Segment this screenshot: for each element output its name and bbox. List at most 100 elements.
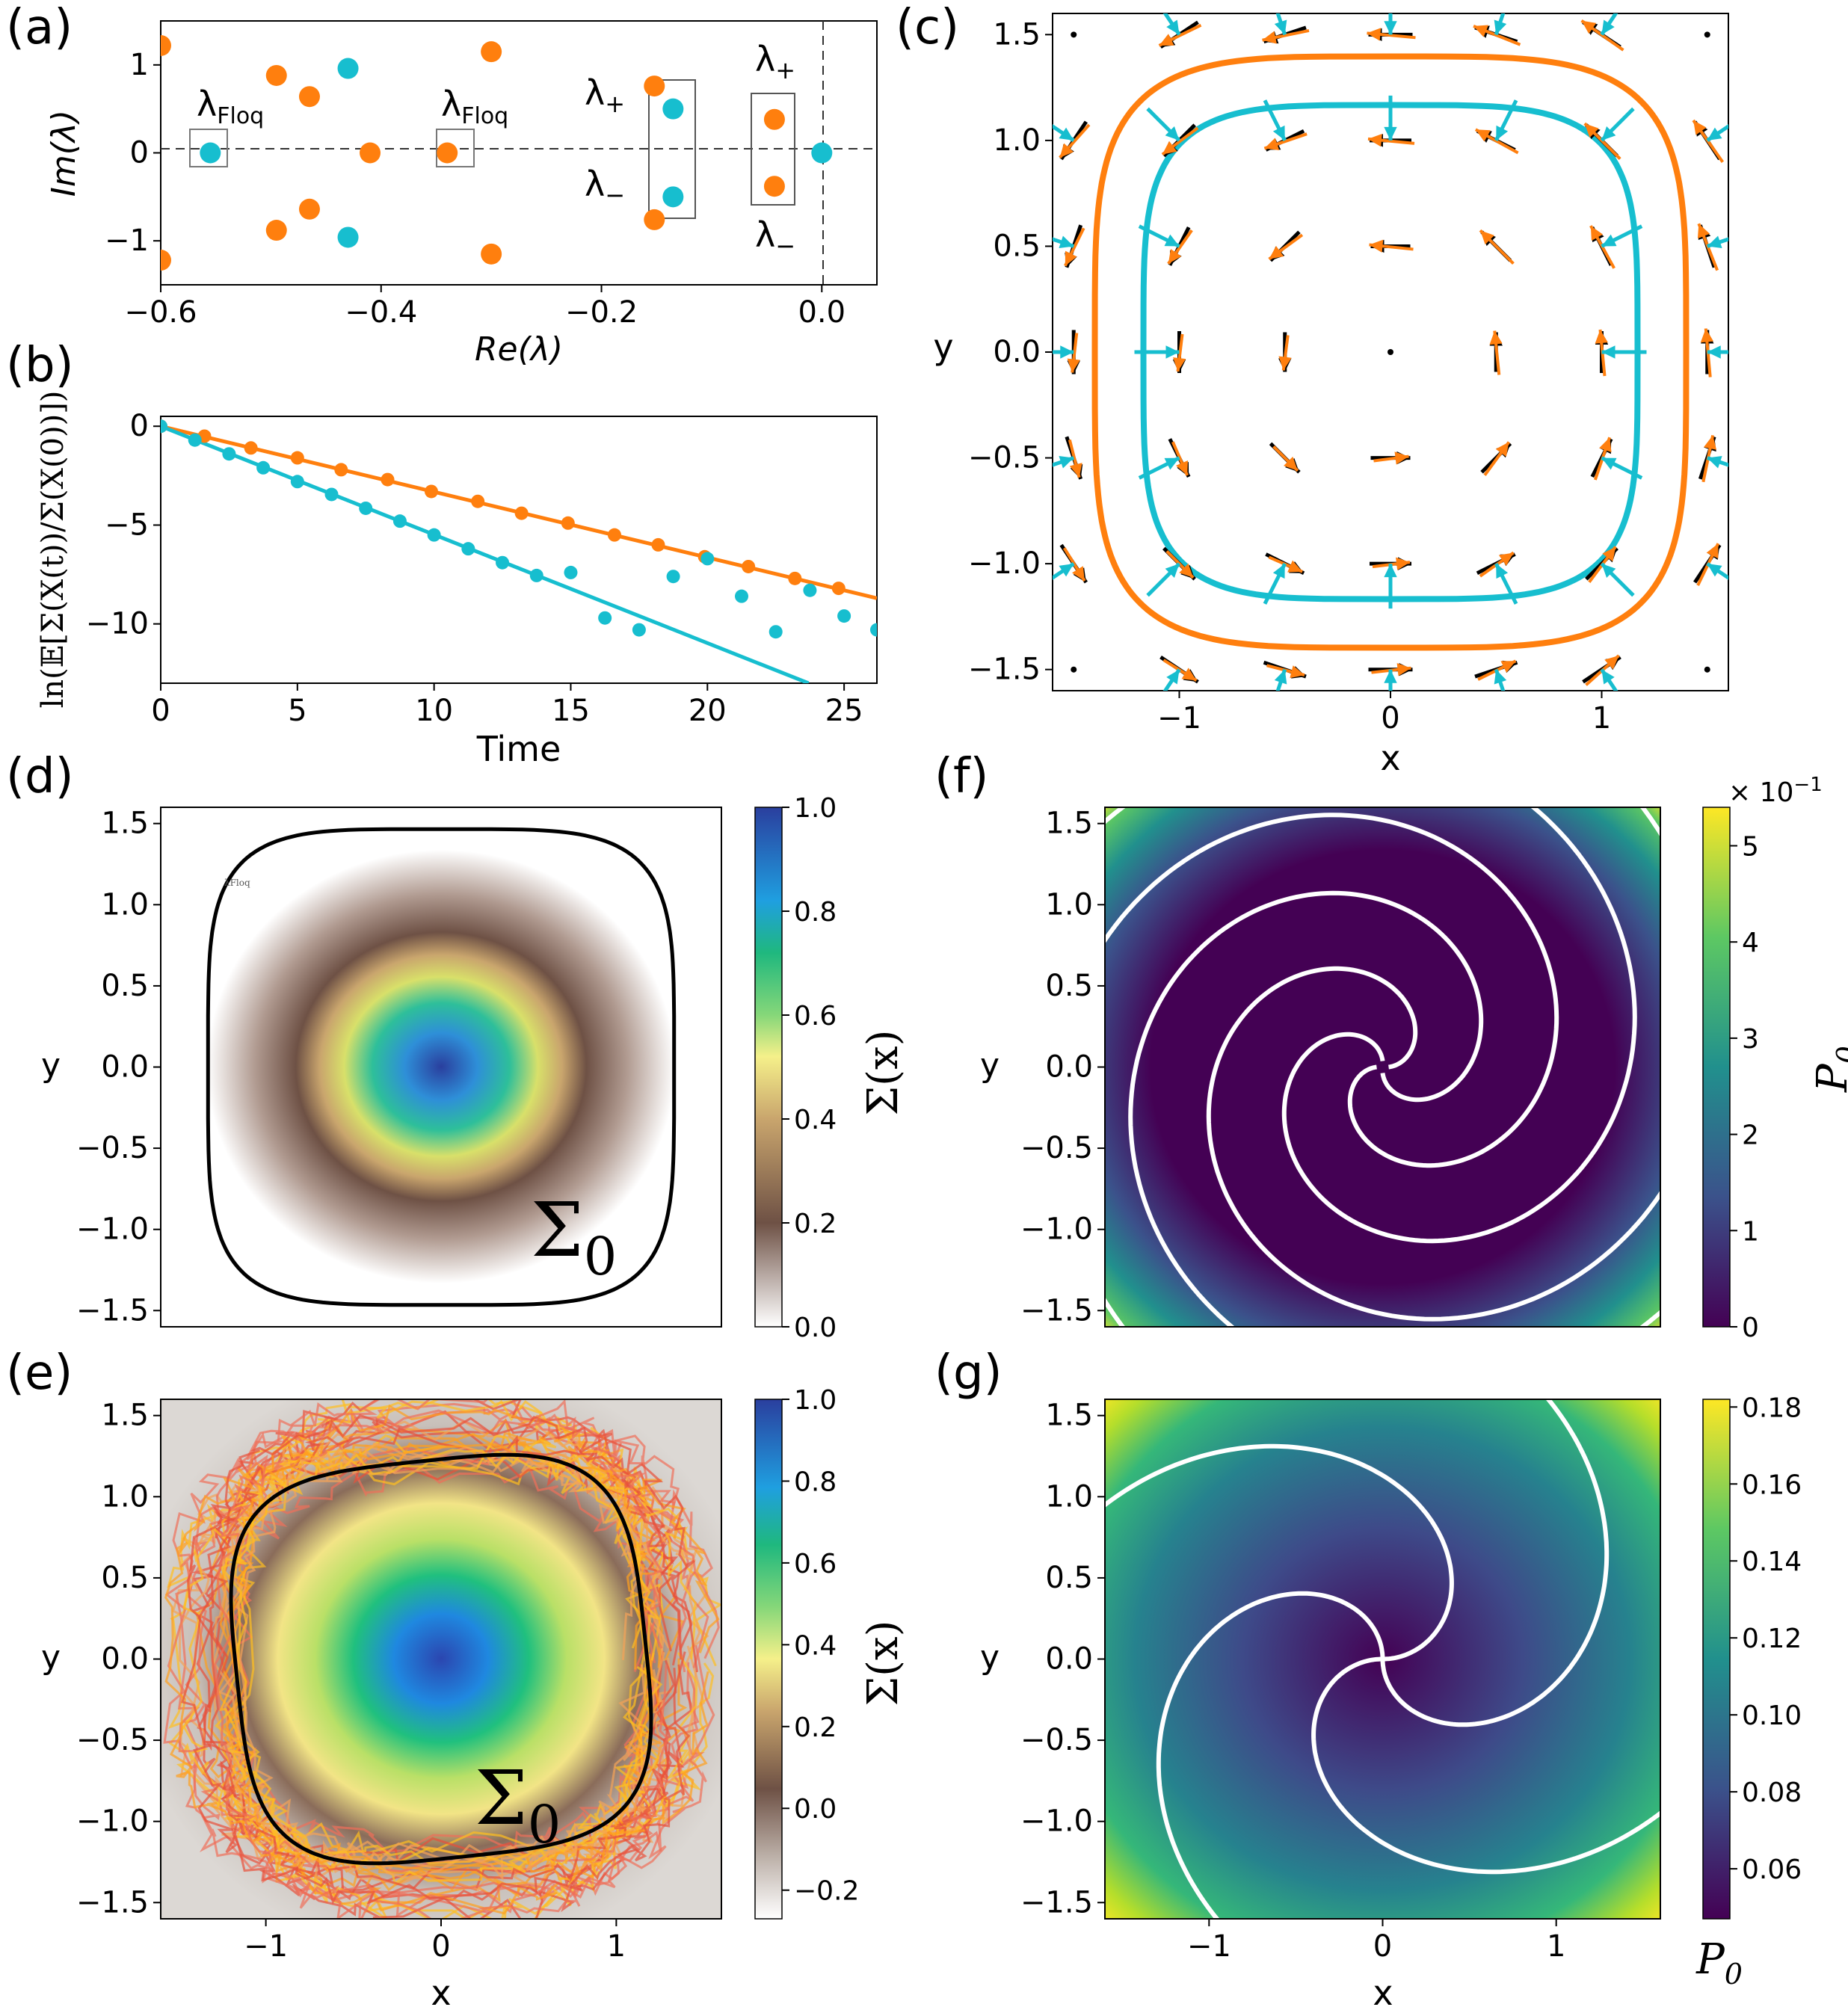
decay-marker-orange [471,494,485,508]
eigen-point-orange [644,209,665,230]
decay-marker-cyan [256,460,271,475]
decay-marker-cyan [837,609,851,623]
eigen-point-orange [298,198,320,220]
quiver-arrow-orange-head [1162,141,1177,155]
g-cbar-tick-label: 0.18 [1742,1393,1802,1423]
f-ytick-label: −0.5 [1020,1131,1093,1165]
quiver-arrow-orange-head [1262,31,1277,44]
eigen-point-cyan [662,98,684,120]
xlabel-a: Re(λ) [475,330,563,369]
decay-marker-orange [290,451,304,465]
panel-g: −1 0 1 −1.5 −1.0 −0.5 0.0 0.5 1.0 1.5 0.06 0.08 0.1… [980,1393,1802,2010]
ylabel-c: y [933,327,953,367]
colorbar-f [1702,807,1731,1328]
panel-label-f: (f) [934,749,988,804]
ylabel-a: Im(λ) [45,110,83,197]
ylabel-b: ln(𝔼[Σ(X(t))/Σ(X(0))]) [36,391,70,709]
d-ytick-label: 1.5 [101,807,149,841]
decay-marker-orange [788,571,802,585]
decay-marker-orange [561,516,575,530]
lambda-box-2 [751,93,795,206]
eigen-point-cyan [200,142,221,164]
c-ytick-label: −1.0 [968,546,1041,581]
quiver-arrow-cyan-head [1707,456,1722,469]
eigen-point-orange [360,142,381,164]
g-xtick-label: 0 [1373,1929,1392,1964]
quiver-arrow-cyan-head [1601,457,1617,470]
decay-marker-cyan [290,475,304,489]
e-ytick-label: −1.0 [76,1804,149,1839]
quiver-arrow-orange-head [1706,543,1719,559]
quiver-arrow-orange-head [1590,226,1604,241]
e-trajectory [182,1443,698,1870]
e-ytick-label: 0.0 [101,1642,149,1677]
quiver-arrow-orange-head [1065,250,1077,266]
decay-marker-orange [742,559,756,573]
g-ytick-label: 0.0 [1045,1642,1093,1677]
decay-marker-orange [831,582,846,596]
quiver-arrow-cyan-head [1059,456,1074,469]
quiver-arrow-cyan-head [1166,669,1180,685]
quiver-arrow-orange-head [1181,668,1197,681]
quiver-arrow-orange-head [1059,143,1074,158]
decay-marker-cyan [324,487,339,502]
e-trajectory [181,1414,698,1905]
eigen-point-orange [298,86,320,108]
quiver-arrow-cyan-head [1707,345,1721,359]
quiver-arrow-orange-head [1693,120,1707,135]
e-cbar-tick-label: 0.0 [794,1794,837,1825]
f-cbar-tick-label: 2 [1742,1120,1759,1151]
quiver-arrow-orange-head [1176,460,1189,475]
c-ytick-label: 0.5 [993,229,1041,263]
quiver-arrow-orange-head [1599,437,1612,453]
f-cbar-tick-label: 4 [1742,928,1759,958]
a-xtick-label: −0.2 [565,295,638,330]
quiver-arrow-cyan-head [1601,564,1616,579]
decay-marker-orange [424,484,438,499]
floq-box-2 [436,129,475,167]
quiver-arrow-cyan-head [1601,345,1616,359]
sigma0-contour-d [206,827,677,1307]
decay-marker-cyan [188,433,202,447]
panel-d: λFloq Σ0 −1.5 −1.0 −0.5 0.0 0.5 1.0 1.5 0.0 0.2… [41,793,908,1343]
a-xtick-label: 0.0 [798,295,846,330]
quiver-arrow-cyan-head [1274,19,1287,35]
quiver-arrow-orange-head [1159,34,1174,46]
b-xtick-label: 25 [825,694,863,728]
quiver-arrow-cyan-head [1165,126,1180,141]
streamline-g [1156,1591,1385,1919]
d-cbar-tick-label: 0.4 [794,1105,837,1135]
e-xtick-label: −1 [244,1929,288,1964]
quiver-arrow-orange-head [1369,239,1384,253]
f-ytick-label: 0.5 [1045,969,1093,1003]
quiver-arrow-orange-head [1367,28,1382,41]
g-cbar-tick-label: 0.10 [1742,1701,1802,1731]
d-cbar-tick-label: 0.2 [794,1209,837,1239]
d-ytick-label: −0.5 [76,1131,149,1165]
f-ytick-label: −1.5 [1020,1293,1093,1328]
streamline-f [1206,807,1660,1322]
decay-marker-cyan [461,542,475,556]
decay-marker-cyan [598,611,612,625]
quiver-arrow-cyan-head [1166,19,1180,35]
cbar-multiplier-f: × 10−1 [1728,774,1823,808]
g-ytick-label: 1.0 [1045,1479,1093,1514]
quiver-arrow-orange-head [1284,456,1298,471]
g-ytick-label: −0.5 [1020,1723,1093,1757]
quiver-arrow-orange-head [1498,552,1514,566]
a-ytick-label: 1 [130,48,149,82]
small-floq-label: λFloq [224,878,250,888]
decay-marker-orange [244,441,258,455]
decay-marker-orange [514,506,529,520]
decay-marker-cyan [769,625,783,639]
c-ytick-label: 1.5 [993,17,1041,52]
quiver-arrow-cyan-head [1384,669,1397,683]
streamline-f [1105,807,1637,1244]
e-ytick-label: −1.5 [76,1885,149,1920]
quiver-arrow-orange-head [1269,245,1284,259]
quiver-arrow-orange-head [1604,656,1619,670]
e-xtick-label: 1 [607,1929,626,1964]
sigma0-contour-e [229,1452,653,1866]
a-ytick-label: 0 [130,136,149,170]
